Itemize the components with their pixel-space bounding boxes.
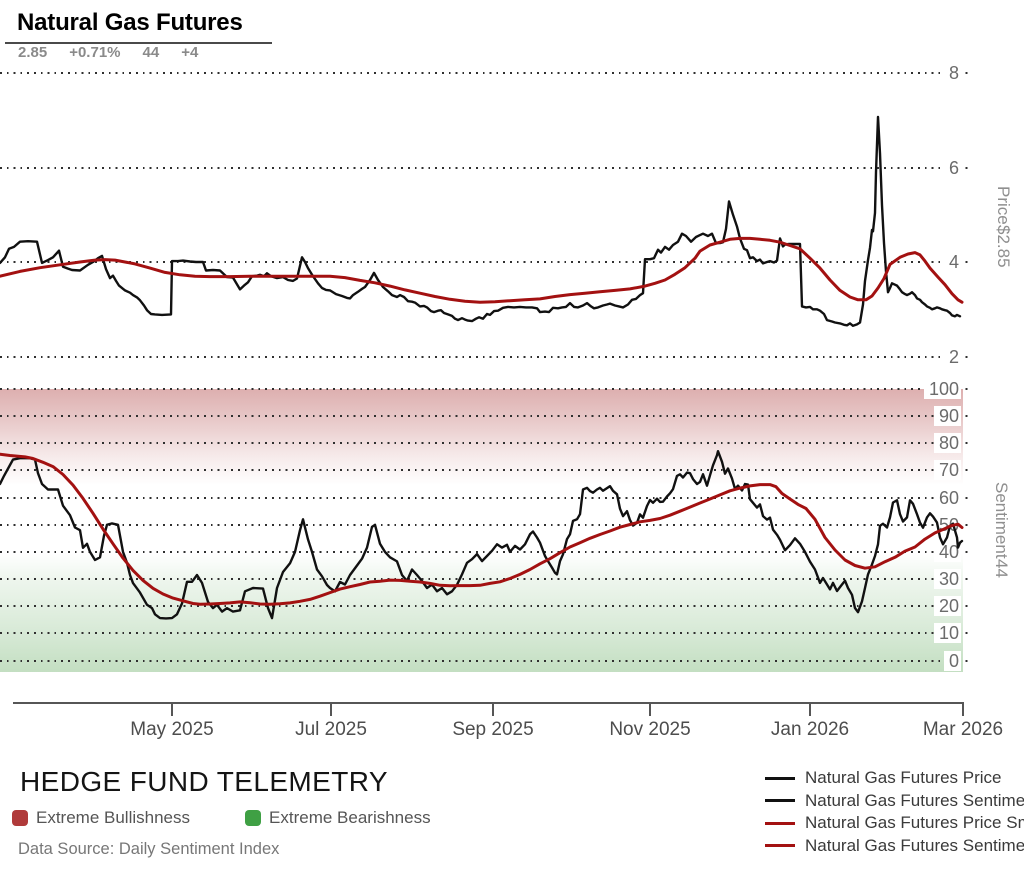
gridline-4 xyxy=(0,261,970,263)
series-legend-row-0: Natural Gas Futures Price xyxy=(765,767,1024,790)
series-natural-gas-futures-price xyxy=(0,115,962,327)
sentiment-change: +4 xyxy=(181,44,199,61)
x-tick-nov-2025 xyxy=(649,702,651,716)
series-line-swatch-icon xyxy=(765,776,795,780)
series-legend-row-1: Natural Gas Futures Sentiment xyxy=(765,790,1024,813)
x-tick-jan-2026 xyxy=(809,702,811,716)
brand-title: HEDGE FUND TELEMETRY xyxy=(20,766,388,797)
last-price: 2.85 xyxy=(18,44,48,61)
x-tick-mar-2026 xyxy=(962,702,964,716)
x-tick-label-mar-2026: Mar 2026 xyxy=(922,719,1004,740)
series-line-swatch-icon xyxy=(765,821,795,825)
y-tick-label-0: 0 xyxy=(943,650,961,671)
legend-item-extreme-bearishness: Extreme Bearishness xyxy=(245,808,431,828)
price-change-percent: +0.71% xyxy=(69,44,121,61)
y-tick-label-6: 6 xyxy=(943,157,961,178)
sentiment-axis-title: Sentiment 44 xyxy=(992,482,1011,578)
gridline-0 xyxy=(0,659,970,662)
x-tick-jul-2025 xyxy=(330,702,332,716)
gridline-2 xyxy=(0,355,970,358)
x-tick-label-jul-2025: Jul 2025 xyxy=(295,719,367,740)
x-tick-may-2025 xyxy=(171,702,173,716)
title-underline xyxy=(5,42,272,44)
sentiment-axis-title-word: Sentiment xyxy=(992,482,1011,559)
gridline-90 xyxy=(0,415,970,418)
x-tick-sep-2025 xyxy=(492,702,494,716)
series-legend-label: Natural Gas Futures Sentiment Smoothed xyxy=(805,835,1024,855)
gridline-20 xyxy=(0,605,970,608)
y-tick-label-50: 50 xyxy=(933,514,961,535)
series-natural-gas-futures-price-smoothed xyxy=(0,236,964,304)
series-legend-label: Natural Gas Futures Sentiment xyxy=(805,790,1024,810)
gridline-6 xyxy=(0,166,970,169)
bullishness-swatch-icon xyxy=(12,810,28,826)
gridline-30 xyxy=(0,578,970,581)
quote-stats: 2.85 +0.71% 44 +4 xyxy=(18,44,198,61)
gridline-10 xyxy=(0,632,970,635)
x-tick-label-nov-2025: Nov 2025 xyxy=(609,719,691,740)
bearishness-label: Extreme Bearishness xyxy=(269,808,431,827)
price-axis-title-value: $2.85 xyxy=(994,224,1013,268)
sentiment-value: 44 xyxy=(142,44,160,61)
gridline-50 xyxy=(0,523,970,526)
y-tick-label-10: 10 xyxy=(933,623,961,644)
sentiment-extreme-bands xyxy=(0,389,963,672)
x-tick-label-may-2025: May 2025 xyxy=(130,719,214,740)
series-legend: Natural Gas Futures Price Natural Gas Fut… xyxy=(765,767,1024,857)
y-tick-label-60: 60 xyxy=(933,487,961,508)
gridline-8 xyxy=(0,72,970,74)
series-legend-label: Natural Gas Futures Price Smoothed xyxy=(805,813,1024,833)
gridline-60 xyxy=(0,496,970,499)
page-title: Natural Gas Futures xyxy=(17,9,243,36)
y-tick-label-70: 70 xyxy=(933,460,961,481)
series-legend-row-2: Natural Gas Futures Price Smoothed xyxy=(765,812,1024,835)
sentiment-axis-title-value: 44 xyxy=(992,558,1011,578)
price-axis-title: Price $2.85 xyxy=(994,186,1013,267)
y-tick-label-30: 30 xyxy=(933,569,961,590)
gridline-70 xyxy=(0,469,970,472)
legend-item-extreme-bullishness: Extreme Bullishness xyxy=(12,808,190,828)
y-tick-label-90: 90 xyxy=(933,406,961,427)
price-axis-title-word: Price xyxy=(994,186,1013,225)
y-tick-label-8: 8 xyxy=(943,63,961,83)
bullishness-label: Extreme Bullishness xyxy=(36,808,191,827)
bearishness-swatch-icon xyxy=(245,810,262,826)
gridline-40 xyxy=(0,550,970,553)
series-line-swatch-icon xyxy=(765,844,795,848)
data-source-note: Data Source: Daily Sentiment Index xyxy=(18,840,280,858)
y-tick-label-40: 40 xyxy=(933,541,961,562)
series-legend-label: Natural Gas Futures Price xyxy=(805,768,1002,788)
x-axis-line xyxy=(13,702,964,704)
y-tick-label-100: 100 xyxy=(923,379,961,399)
x-tick-label-jan-2026: Jan 2026 xyxy=(770,719,850,740)
y-tick-label-4: 4 xyxy=(943,252,961,272)
gridline-80 xyxy=(0,442,970,445)
series-line-swatch-icon xyxy=(765,799,795,803)
x-tick-label-sep-2025: Sep 2025 xyxy=(452,719,534,740)
y-tick-label-80: 80 xyxy=(933,433,961,454)
series-legend-row-3: Natural Gas Futures Sentiment Smoothed xyxy=(765,835,1024,858)
band-legend: Extreme Bullishness Extreme Bearishness xyxy=(12,808,431,828)
gridline-100 xyxy=(0,388,970,390)
y-tick-label-20: 20 xyxy=(933,596,961,617)
y-tick-label-2: 2 xyxy=(943,346,961,367)
